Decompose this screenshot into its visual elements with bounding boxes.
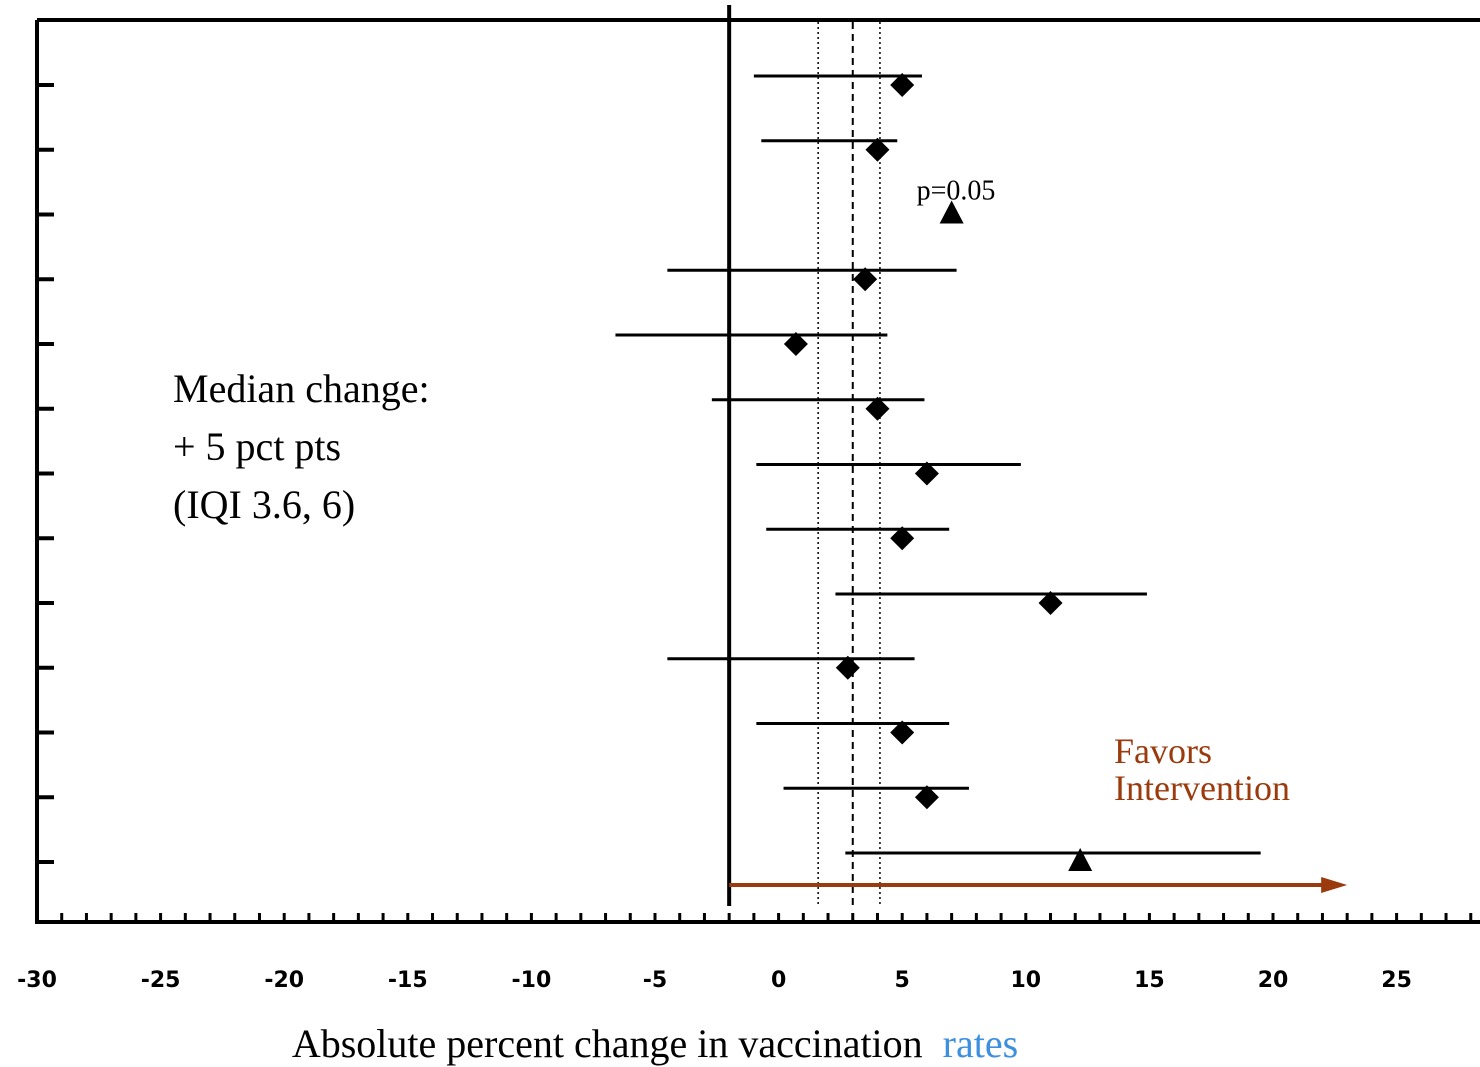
x-axis-title: Absolute percent change in vaccination r… xyxy=(292,1021,1018,1066)
favors-label-line-1: Favors xyxy=(1114,731,1212,771)
x-tick-label: 25 xyxy=(1381,968,1412,993)
x-tick-label: -5 xyxy=(643,968,667,993)
x-tick-label: -10 xyxy=(512,968,552,993)
point-estimate-diamond xyxy=(865,137,890,162)
x-axis-title-main: Absolute percent change in vaccination xyxy=(292,1021,923,1066)
point-estimate-diamond xyxy=(890,720,915,745)
median-change-line-3: (IQI 3.6, 6) xyxy=(173,482,355,527)
x-tick-label: -30 xyxy=(17,968,57,993)
favors-label-line-2: Intervention xyxy=(1114,768,1290,808)
x-tick-labels: -30-25-20-15-10-505101520253 xyxy=(17,968,1412,993)
median-change-line-1: Median change: xyxy=(173,366,430,411)
p-value-label: p=0.05 xyxy=(917,176,996,207)
x-tick-label: 15 xyxy=(1134,968,1165,993)
point-estimate-diamond xyxy=(835,655,860,680)
point-estimate-diamond xyxy=(1038,591,1063,615)
study-rows: p=0.05 xyxy=(615,73,1261,871)
point-estimate-diamond xyxy=(853,267,878,292)
x-axis-title-highlight: rates xyxy=(943,1021,1019,1066)
x-tick-label: 0 xyxy=(771,968,786,993)
x-tick-label: 20 xyxy=(1258,968,1289,993)
point-estimate-diamond xyxy=(914,785,939,810)
favors-arrow xyxy=(729,877,1348,893)
point-estimate-triangle xyxy=(939,200,964,224)
x-tick-label: -20 xyxy=(264,968,304,993)
point-estimate-diamond xyxy=(890,526,915,551)
median-change-line-2: + 5 pct pts xyxy=(173,424,341,469)
point-estimate-diamond xyxy=(890,73,915,97)
point-estimate-diamond xyxy=(783,332,808,356)
x-tick-label: 5 xyxy=(895,968,910,993)
y-ticks xyxy=(37,83,54,864)
point-estimate-diamond xyxy=(865,396,890,421)
x-tick-label: -25 xyxy=(141,968,181,993)
x-ticks xyxy=(35,913,1473,922)
point-estimate-diamond xyxy=(914,461,939,486)
x-tick-label: -15 xyxy=(388,968,428,993)
arrow-head xyxy=(1321,877,1348,893)
point-estimate-triangle xyxy=(1068,848,1093,871)
x-tick-label: 10 xyxy=(1010,968,1041,993)
